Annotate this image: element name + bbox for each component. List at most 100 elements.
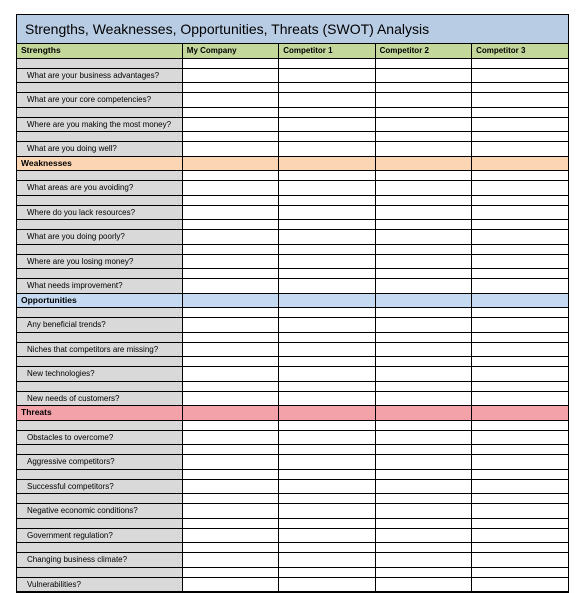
answer-cell[interactable] xyxy=(182,318,278,333)
answer-cell[interactable] xyxy=(182,577,278,592)
answer-cell[interactable] xyxy=(375,142,471,157)
answer-cell[interactable] xyxy=(279,430,375,445)
answer-cell[interactable] xyxy=(375,528,471,543)
answer-cell[interactable] xyxy=(182,504,278,519)
answer-cell[interactable] xyxy=(182,528,278,543)
answer-cell[interactable] xyxy=(279,142,375,157)
answer-cell[interactable] xyxy=(375,342,471,357)
answer-cell[interactable] xyxy=(472,279,568,294)
answer-cell[interactable] xyxy=(472,318,568,333)
answer-cell[interactable] xyxy=(472,479,568,494)
answer-cell[interactable] xyxy=(472,553,568,568)
section-name: Opportunities xyxy=(17,293,182,308)
column-header: Competitor 2 xyxy=(375,44,471,58)
answer-cell[interactable] xyxy=(375,279,471,294)
question-row: Negative economic conditions? xyxy=(17,504,568,519)
section-name: Threats xyxy=(17,406,182,421)
answer-cell[interactable] xyxy=(375,504,471,519)
answer-cell[interactable] xyxy=(279,367,375,382)
section-header-weaknesses: Weaknesses xyxy=(17,156,568,171)
answer-cell[interactable] xyxy=(472,205,568,220)
question-text: Any beneficial trends? xyxy=(17,318,182,333)
spacer-row xyxy=(17,543,568,553)
answer-cell[interactable] xyxy=(182,254,278,269)
answer-cell[interactable] xyxy=(279,455,375,470)
answer-cell[interactable] xyxy=(182,553,278,568)
question-text: Niches that competitors are missing? xyxy=(17,342,182,357)
answer-cell[interactable] xyxy=(182,142,278,157)
answer-cell[interactable] xyxy=(279,205,375,220)
answer-cell[interactable] xyxy=(182,430,278,445)
answer-cell[interactable] xyxy=(279,479,375,494)
section-name: Strengths xyxy=(17,44,182,58)
section-name: Weaknesses xyxy=(17,156,182,171)
section-header-strengths: StrengthsMy CompanyCompetitor 1Competito… xyxy=(17,44,568,58)
answer-cell[interactable] xyxy=(279,68,375,83)
answer-cell[interactable] xyxy=(375,117,471,132)
answer-cell[interactable] xyxy=(375,455,471,470)
answer-cell[interactable] xyxy=(472,93,568,108)
answer-cell[interactable] xyxy=(472,254,568,269)
answer-cell[interactable] xyxy=(472,367,568,382)
answer-cell[interactable] xyxy=(182,342,278,357)
answer-cell[interactable] xyxy=(279,318,375,333)
answer-cell[interactable] xyxy=(472,117,568,132)
answer-cell[interactable] xyxy=(472,430,568,445)
answer-cell[interactable] xyxy=(279,528,375,543)
answer-cell[interactable] xyxy=(279,577,375,592)
answer-cell[interactable] xyxy=(472,504,568,519)
answer-cell[interactable] xyxy=(375,181,471,196)
answer-cell[interactable] xyxy=(182,93,278,108)
answer-cell[interactable] xyxy=(472,528,568,543)
answer-cell[interactable] xyxy=(182,479,278,494)
answer-cell[interactable] xyxy=(375,205,471,220)
question-text: Where do you lack resources? xyxy=(17,205,182,220)
answer-cell[interactable] xyxy=(279,504,375,519)
answer-cell[interactable] xyxy=(472,391,568,406)
answer-cell[interactable] xyxy=(182,230,278,245)
answer-cell[interactable] xyxy=(182,391,278,406)
answer-cell[interactable] xyxy=(375,553,471,568)
answer-cell[interactable] xyxy=(472,577,568,592)
spacer-row xyxy=(17,83,568,93)
answer-cell[interactable] xyxy=(472,142,568,157)
answer-cell[interactable] xyxy=(182,455,278,470)
answer-cell[interactable] xyxy=(279,279,375,294)
answer-cell[interactable] xyxy=(375,479,471,494)
answer-cell[interactable] xyxy=(375,254,471,269)
answer-cell[interactable] xyxy=(375,68,471,83)
answer-cell[interactable] xyxy=(279,93,375,108)
answer-cell[interactable] xyxy=(279,230,375,245)
question-row: What are you doing well? xyxy=(17,142,568,157)
answer-cell[interactable] xyxy=(279,117,375,132)
question-row: New needs of customers? xyxy=(17,391,568,406)
answer-cell[interactable] xyxy=(375,93,471,108)
answer-cell[interactable] xyxy=(182,181,278,196)
answer-cell[interactable] xyxy=(375,577,471,592)
answer-cell[interactable] xyxy=(182,205,278,220)
answer-cell[interactable] xyxy=(375,430,471,445)
answer-cell[interactable] xyxy=(182,279,278,294)
answer-cell[interactable] xyxy=(279,254,375,269)
answer-cell[interactable] xyxy=(182,117,278,132)
answer-cell[interactable] xyxy=(279,391,375,406)
answer-cell[interactable] xyxy=(375,367,471,382)
question-row: Where do you lack resources? xyxy=(17,205,568,220)
answer-cell[interactable] xyxy=(279,342,375,357)
spacer-row xyxy=(17,469,568,479)
answer-cell[interactable] xyxy=(472,181,568,196)
answer-cell[interactable] xyxy=(375,230,471,245)
answer-cell[interactable] xyxy=(375,391,471,406)
answer-cell[interactable] xyxy=(279,553,375,568)
answer-cell[interactable] xyxy=(472,455,568,470)
question-row: Where are you making the most money? xyxy=(17,117,568,132)
answer-cell[interactable] xyxy=(375,318,471,333)
answer-cell[interactable] xyxy=(182,367,278,382)
answer-cell[interactable] xyxy=(182,68,278,83)
answer-cell[interactable] xyxy=(472,342,568,357)
answer-cell[interactable] xyxy=(472,230,568,245)
answer-cell[interactable] xyxy=(279,181,375,196)
question-text: Obstacles to overcome? xyxy=(17,430,182,445)
answer-cell[interactable] xyxy=(472,68,568,83)
question-text: New needs of customers? xyxy=(17,391,182,406)
